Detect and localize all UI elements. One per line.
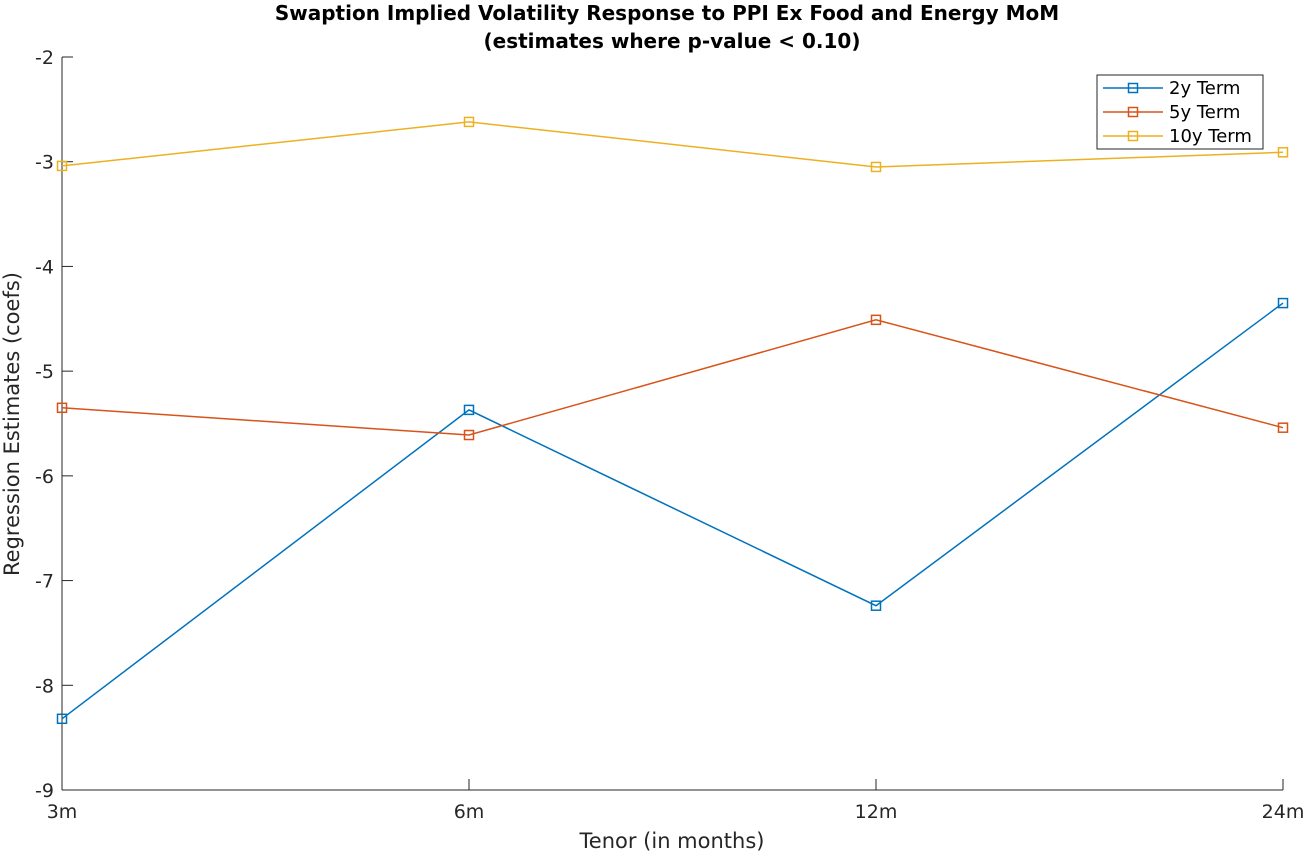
legend-label: 5y Term: [1169, 102, 1240, 123]
series-2: [56, 314, 1289, 441]
series-line: [61, 121, 1284, 168]
x-tick-label: 24m: [1262, 801, 1305, 823]
y-tick-label: -4: [35, 256, 54, 278]
data-point: [463, 429, 475, 441]
y-ticks: -9 -8 -7 -6 -5 -4 -3 -2: [35, 47, 73, 802]
y-tick-label: -7: [35, 571, 54, 593]
axes: [61, 57, 1283, 791]
y-tick-label: -5: [35, 361, 54, 383]
y-tick-label: -8: [35, 675, 54, 697]
x-tick-label: 12m: [855, 801, 898, 823]
legend-item: 2y Term: [1103, 78, 1240, 99]
series-line: [61, 319, 1284, 436]
legend-swatch-marker: [1127, 130, 1139, 142]
series-line: [61, 302, 1284, 720]
x-ticks: 3m 6m 12m 24m: [47, 779, 1305, 823]
y-tick-label: -6: [35, 466, 54, 488]
data-point: [1277, 297, 1289, 309]
y-axis-label: Regression Estimates (coefs): [0, 272, 24, 576]
legend-swatch-marker: [1127, 82, 1139, 94]
legend: 2y Term 5y Term 10y Term: [1096, 74, 1264, 150]
series-layer: [56, 116, 1289, 725]
data-point: [870, 600, 882, 611]
y-tick-label: -9: [35, 780, 54, 802]
series-1: [56, 297, 1289, 725]
data-point: [56, 713, 68, 725]
data-point: [1277, 147, 1289, 158]
chart-title: Swaption Implied Volatility Response to …: [275, 1, 1059, 25]
data-point: [870, 161, 882, 173]
y-tick-label: -3: [35, 152, 54, 174]
x-axis-label: Tenor (in months): [579, 829, 765, 853]
chart-subtitle: (estimates where p-value < 0.10): [483, 29, 860, 53]
legend-item: 10y Term: [1103, 126, 1252, 147]
data-point: [870, 314, 882, 326]
legend-swatch-marker: [1127, 106, 1139, 118]
y-tick-label: -2: [35, 47, 54, 69]
data-point: [56, 402, 68, 414]
legend-label: 2y Term: [1169, 78, 1240, 99]
data-point: [463, 404, 475, 416]
legend-item: 5y Term: [1103, 102, 1240, 123]
data-point: [463, 116, 475, 128]
series-3: [56, 116, 1289, 173]
data-point: [1277, 422, 1289, 433]
x-tick-label: 6m: [454, 801, 485, 823]
legend-label: 10y Term: [1169, 126, 1252, 147]
x-tick-label: 3m: [47, 801, 78, 823]
data-point: [56, 160, 68, 172]
